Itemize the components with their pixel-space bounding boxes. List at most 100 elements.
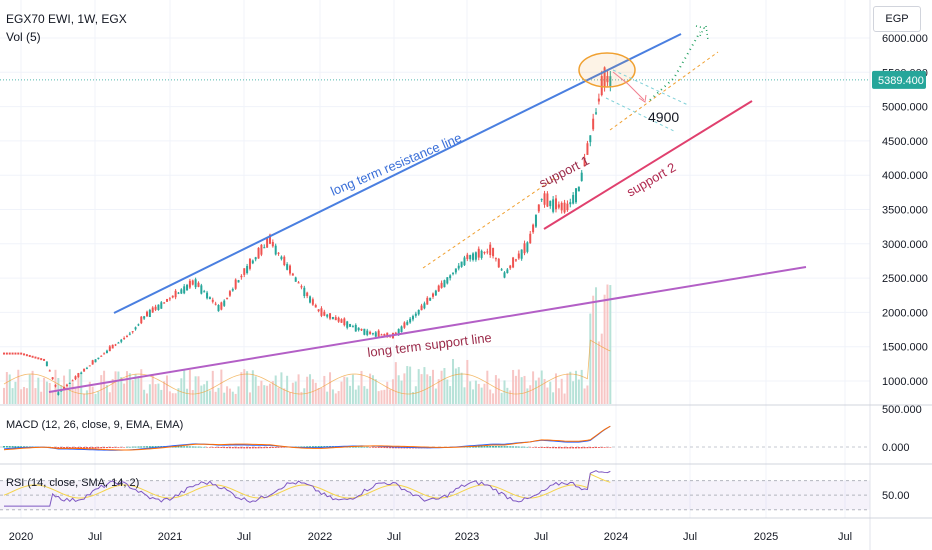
macd-histogram-bar — [503, 446, 506, 448]
volume-bar — [303, 388, 306, 404]
support2-line — [543, 100, 753, 230]
candle — [377, 330, 380, 337]
macd-histogram-bar — [366, 446, 369, 448]
candle — [443, 280, 446, 288]
candle — [183, 286, 186, 294]
candle — [346, 321, 349, 328]
volume-bar — [163, 381, 166, 404]
volume-bar — [23, 386, 26, 404]
volume-bar — [494, 375, 497, 404]
macd-histogram-bar — [280, 447, 283, 448]
macd-histogram-bar — [188, 446, 191, 448]
volume-bar — [497, 378, 500, 404]
candle — [123, 337, 126, 339]
price-tick-label: 2000.000 — [882, 307, 928, 319]
candle — [303, 287, 306, 297]
candle — [277, 252, 280, 254]
candle — [14, 352, 17, 355]
candle — [54, 384, 57, 387]
candle — [483, 251, 486, 254]
macd-histogram-bar — [306, 446, 309, 448]
macd-histogram-bar — [243, 447, 246, 449]
macd-histogram-bar — [3, 446, 5, 448]
macd-histogram-bar — [151, 446, 154, 448]
macd-histogram-bar — [480, 446, 483, 448]
volume-bar — [557, 388, 560, 404]
macd-histogram-bar — [374, 447, 377, 448]
candle — [234, 279, 237, 289]
macd-histogram-bar — [526, 446, 529, 448]
macd-pane — [0, 425, 870, 451]
price-tick-label: 4000.000 — [882, 170, 928, 182]
volume-bar — [268, 383, 271, 404]
macd-histogram-bar — [609, 447, 612, 448]
volume-bar — [65, 385, 68, 404]
candle — [171, 295, 174, 298]
volume-bar — [586, 385, 589, 404]
symbol-title: EGX70 EWI, 1W, EGX — [6, 12, 127, 26]
candle — [414, 313, 417, 316]
candle — [231, 289, 234, 291]
volume-bar — [228, 388, 231, 404]
volume-bar — [323, 375, 326, 404]
volume-bar — [25, 388, 28, 404]
candle — [100, 355, 103, 357]
candle — [452, 273, 455, 275]
volume-bar — [128, 373, 131, 404]
candle — [34, 356, 37, 359]
candle — [549, 200, 552, 207]
volume-ma — [3, 339, 611, 395]
macd-label: MACD (12, 26, close, 9, EMA, EMA) — [6, 419, 183, 431]
candle — [537, 204, 540, 212]
volume-bar — [346, 377, 349, 404]
macd-histogram-bar — [389, 447, 392, 449]
support-line — [48, 266, 807, 393]
macd-histogram-bar — [65, 447, 68, 449]
annotation-support: long term support line — [367, 330, 493, 360]
candle — [260, 244, 263, 255]
candle — [294, 277, 297, 282]
macd-histogram-bar — [208, 447, 211, 448]
macd-histogram-bar — [589, 447, 592, 449]
annotation-target: 4900 — [648, 109, 679, 125]
volume-bar — [3, 387, 5, 404]
candle — [280, 256, 283, 260]
macd-histogram-bar — [369, 447, 372, 448]
candle — [200, 285, 203, 294]
volume-bar — [160, 389, 163, 404]
macd-histogram-bar — [606, 447, 609, 448]
volume-bar — [457, 367, 460, 404]
volume-bar — [148, 384, 151, 404]
rsi-label: RSI (14, close, SMA, 14, 2) — [6, 477, 139, 489]
volume-bar — [543, 378, 546, 404]
candle — [11, 352, 14, 355]
macd-histogram-bar — [354, 446, 357, 448]
macd-histogram-bar — [529, 447, 532, 448]
resistance-line — [113, 33, 682, 314]
macd-histogram-bar — [274, 447, 277, 448]
volume-bar — [226, 386, 229, 404]
macd-histogram-bar — [80, 447, 83, 449]
currency-button[interactable]: EGP — [873, 6, 921, 32]
candle — [463, 257, 466, 266]
volume-bar — [297, 374, 300, 404]
volume-bar — [597, 341, 600, 404]
volume-bar — [134, 374, 137, 404]
volume-bar — [108, 392, 111, 404]
volume-bar — [354, 389, 357, 404]
macd-histogram-bar — [377, 447, 380, 448]
volume-bar — [403, 373, 406, 404]
candle — [94, 359, 97, 363]
macd-histogram-bar — [583, 447, 586, 449]
volume-bar — [472, 389, 475, 404]
candle — [552, 199, 555, 212]
volume-bar — [552, 392, 555, 404]
volume-bar — [45, 381, 48, 404]
macd-histogram-bar — [586, 447, 589, 449]
volume-bar — [28, 374, 31, 404]
macd-histogram-bar — [71, 447, 74, 449]
macd-histogram-bar — [486, 446, 489, 448]
candle — [251, 260, 254, 264]
volume-bar — [454, 368, 457, 404]
